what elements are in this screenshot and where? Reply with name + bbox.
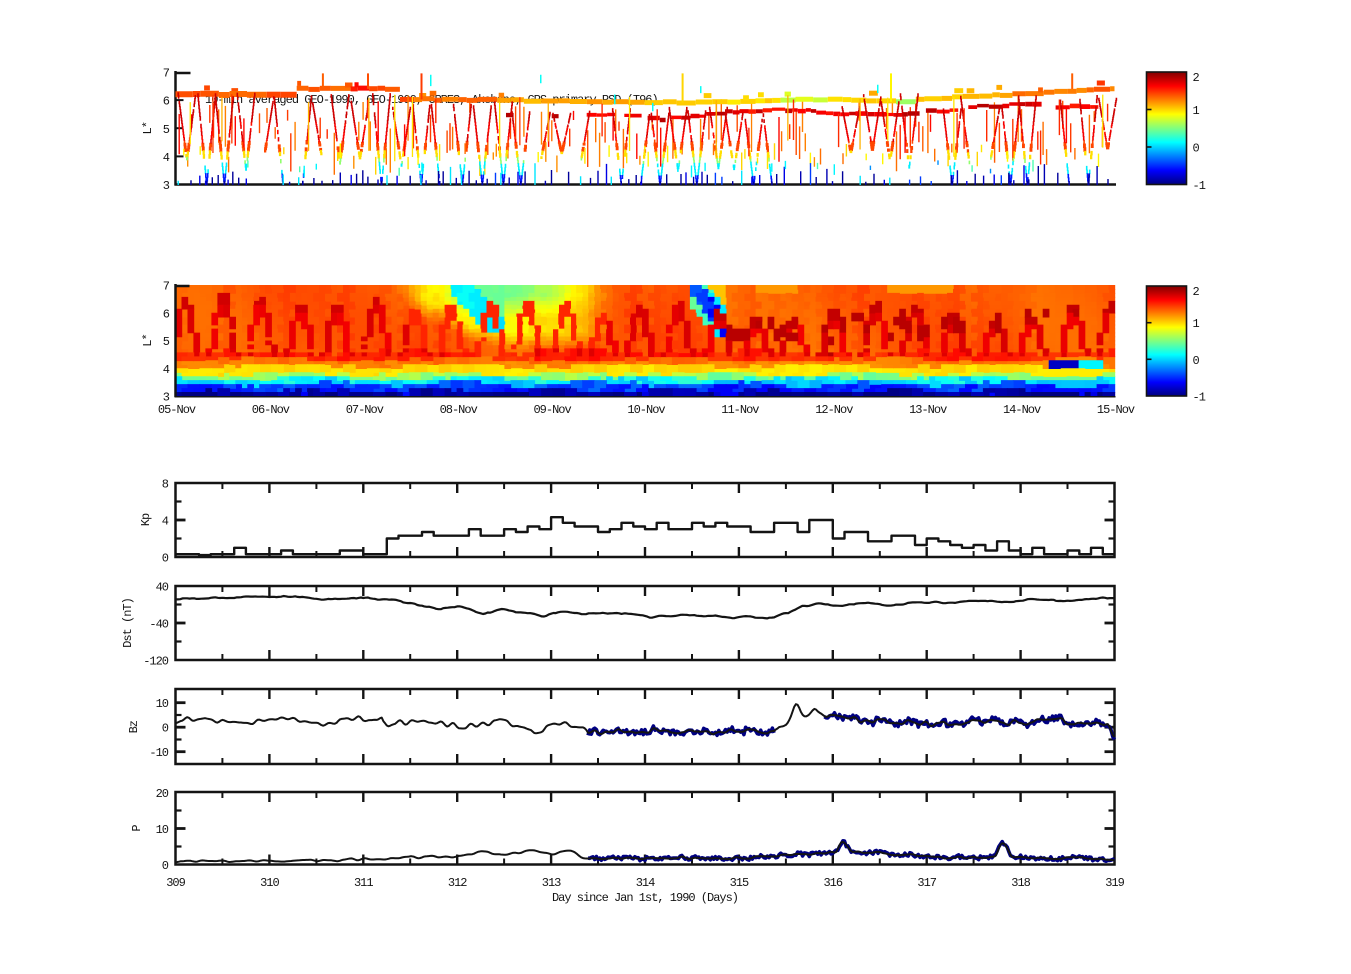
svg-text:0: 0 bbox=[162, 859, 169, 873]
svg-text:Day since Jan 1st, 1990 (Days): Day since Jan 1st, 1990 (Days) bbox=[552, 891, 738, 905]
svg-text:2: 2 bbox=[1193, 71, 1200, 85]
svg-text:310: 310 bbox=[260, 876, 279, 890]
svg-text:10-Nov: 10-Nov bbox=[627, 403, 665, 417]
svg-text:06-Nov: 06-Nov bbox=[252, 403, 290, 417]
svg-text:07-Nov: 07-Nov bbox=[346, 403, 384, 417]
svg-text:319: 319 bbox=[1105, 876, 1124, 890]
svg-text:1: 1 bbox=[1193, 317, 1200, 331]
svg-text:08-Nov: 08-Nov bbox=[440, 403, 478, 417]
svg-text:0: 0 bbox=[1193, 142, 1200, 156]
svg-text:312: 312 bbox=[448, 876, 467, 890]
svg-text:309: 309 bbox=[166, 876, 185, 890]
svg-text:8: 8 bbox=[162, 478, 169, 492]
svg-text:13-Nov: 13-Nov bbox=[909, 403, 947, 417]
svg-text:-40: -40 bbox=[149, 618, 168, 632]
svg-text:15-Nov: 15-Nov bbox=[1097, 403, 1135, 417]
svg-text:40: 40 bbox=[156, 581, 169, 595]
svg-text:6: 6 bbox=[163, 95, 170, 109]
svg-text:7: 7 bbox=[163, 280, 170, 294]
svg-text:317: 317 bbox=[917, 876, 936, 890]
svg-text:L*: L* bbox=[141, 334, 155, 346]
svg-text:3: 3 bbox=[163, 391, 170, 405]
svg-text:315: 315 bbox=[730, 876, 749, 890]
svg-text:20: 20 bbox=[156, 787, 169, 801]
svg-text:316: 316 bbox=[823, 876, 842, 890]
svg-text:Dst (nT): Dst (nT) bbox=[121, 598, 135, 648]
svg-text:Bz: Bz bbox=[127, 720, 141, 733]
svg-text:05-Nov: 05-Nov bbox=[158, 403, 196, 417]
svg-text:L*: L* bbox=[141, 122, 155, 134]
svg-text:6: 6 bbox=[163, 307, 170, 321]
svg-text:-1: -1 bbox=[1193, 179, 1206, 193]
svg-text:2: 2 bbox=[1193, 285, 1200, 299]
svg-text:314: 314 bbox=[636, 876, 655, 890]
svg-text:0: 0 bbox=[162, 722, 169, 736]
svg-text:-10: -10 bbox=[149, 746, 168, 760]
svg-text:P: P bbox=[130, 825, 144, 832]
svg-text:09-Nov: 09-Nov bbox=[533, 403, 571, 417]
svg-text:4: 4 bbox=[163, 363, 170, 377]
svg-text:4: 4 bbox=[163, 151, 170, 165]
svg-text:5: 5 bbox=[163, 335, 170, 349]
svg-text:311: 311 bbox=[354, 876, 373, 890]
svg-text:Kp: Kp bbox=[139, 513, 153, 526]
svg-text:313: 313 bbox=[542, 876, 561, 890]
svg-text:14-Nov: 14-Nov bbox=[1003, 403, 1041, 417]
svg-text:-1: -1 bbox=[1193, 391, 1206, 405]
svg-text:10: 10 bbox=[156, 697, 169, 711]
svg-text:0: 0 bbox=[162, 552, 169, 566]
svg-text:10: 10 bbox=[156, 823, 169, 837]
svg-text:-120: -120 bbox=[143, 655, 169, 669]
svg-text:4: 4 bbox=[162, 515, 169, 529]
svg-text:12-Nov: 12-Nov bbox=[815, 403, 853, 417]
svg-text:7: 7 bbox=[163, 67, 170, 81]
svg-text:3: 3 bbox=[163, 179, 170, 193]
svg-text:1: 1 bbox=[1193, 104, 1200, 118]
svg-text:0: 0 bbox=[1193, 354, 1200, 368]
svg-text:5: 5 bbox=[163, 123, 170, 137]
svg-text:11-Nov: 11-Nov bbox=[721, 403, 759, 417]
svg-text:318: 318 bbox=[1011, 876, 1030, 890]
